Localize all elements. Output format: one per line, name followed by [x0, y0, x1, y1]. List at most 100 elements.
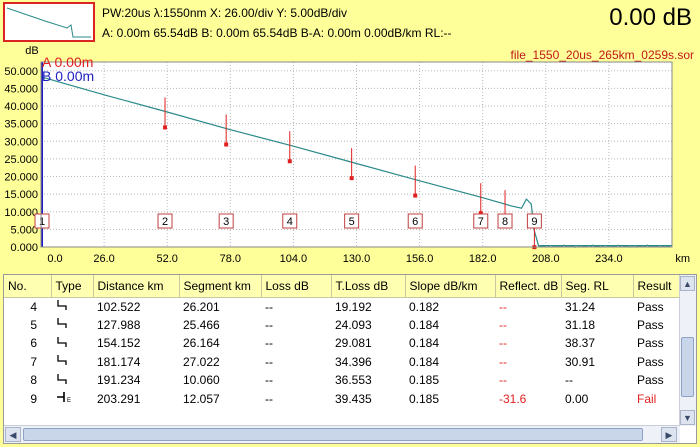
y-tick-label: 20.000	[4, 172, 38, 184]
cell-reflect: --	[499, 354, 507, 369]
column-header[interactable]: T.Loss dB	[331, 275, 406, 298]
cell-segment: 12.057	[183, 391, 220, 406]
file-name-label: file_1550_20us_265km_0259s.sor	[510, 48, 694, 62]
column-header[interactable]: No.	[4, 275, 52, 298]
column-header[interactable]: Slope dB/km	[405, 275, 496, 298]
cell-distance: 154.152	[97, 336, 141, 351]
cell-result: Pass	[637, 317, 664, 332]
cell-distance: 191.234	[97, 373, 141, 388]
event-number-box	[157, 213, 173, 229]
x-tick-label: 26.0	[93, 253, 114, 265]
cell-loss: --	[265, 299, 273, 314]
cell-segment: 26.201	[183, 299, 220, 314]
event-number-box	[218, 213, 234, 229]
cell-tloss: 24.093	[335, 317, 372, 332]
event-number-label: 9	[531, 216, 537, 228]
cell-result: Fail	[637, 391, 657, 406]
cell-loss: --	[265, 336, 273, 351]
plot-border	[40, 61, 673, 248]
cell-loss: --	[265, 391, 273, 406]
otdr-trace-chart[interactable]: 0.0 26.0 52.0 78.0 104.0 130.0 156.0 182.0 208.0…	[0, 42, 700, 267]
cell-segment: 26.164	[183, 336, 220, 351]
cell-tloss: 29.081	[335, 336, 372, 351]
cell-segrl: 0.00	[565, 391, 589, 406]
event-number-box	[473, 213, 489, 229]
cell-segment: 27.022	[183, 354, 220, 369]
y-tick-label: 30.000	[4, 136, 38, 148]
event-number-box	[526, 213, 542, 229]
cell-tloss: 34.396	[335, 354, 372, 369]
event-table-panel: No. Type Distance km Segment km Loss dB T.Los…	[3, 274, 697, 444]
x-tick-label: 208.0	[532, 253, 560, 265]
event-number-box	[344, 213, 360, 229]
svg-text:E: E	[67, 398, 71, 403]
event-table: No. Type Distance km Segment km Loss dB T.Los…	[4, 275, 681, 408]
marker-readout: A: 0.00m 65.54dB B: 0.00m 65.54dB B-A: 0…	[102, 26, 452, 40]
cell-segrl: 30.91	[565, 354, 596, 369]
horizontal-scroll-thumb[interactable]	[23, 428, 643, 441]
cell-tloss: 39.435	[335, 391, 372, 406]
column-header[interactable]: Segment km	[179, 275, 262, 298]
cell-segrl: --	[565, 373, 573, 388]
event-number-box	[34, 213, 50, 229]
table-row[interactable]: 4 102.522 26.201 -- 19.192 0.182 -- 31.24 Pass	[4, 297, 680, 316]
cell-segment: 25.466	[183, 317, 220, 332]
table-row[interactable]: 8 191.234 10.060 -- 36.553 0.185 -- -- Pass	[4, 371, 680, 390]
cell-reflect: --	[499, 299, 507, 314]
x-tick-label: 182.0	[469, 253, 497, 265]
table-row[interactable]: 6 154.152 26.164 -- 29.081 0.184 -- 38.37 Pass	[4, 334, 680, 353]
table-row[interactable]: 9 E 203.291 12.057 -- 39.435 0.185 -31.6 0.00 Fai…	[4, 390, 680, 409]
table-row[interactable]: 7 181.174 27.022 -- 34.396 0.184 -- 30.91 Pass	[4, 353, 680, 372]
event-marker-dot	[287, 159, 292, 164]
cell-no: 5	[30, 317, 37, 332]
column-header[interactable]: Result	[633, 275, 681, 298]
cell-loss: --	[265, 354, 273, 369]
x-tick-label: 130.0	[343, 253, 371, 265]
y-tick-label: 45.000	[4, 83, 38, 95]
cell-distance: 127.988	[97, 317, 141, 332]
scroll-down-arrow-icon[interactable]: ▼	[680, 410, 695, 425]
column-header[interactable]: Seg. RL	[561, 275, 634, 298]
event-number-label: 3	[223, 216, 229, 228]
y-tick-label: 50.000	[4, 66, 38, 78]
scroll-up-arrow-icon[interactable]: ▲	[680, 276, 695, 291]
column-header[interactable]: Type	[51, 275, 94, 298]
event-number-box	[497, 213, 513, 229]
y-tick-label: 25.000	[4, 154, 38, 166]
cell-distance: 181.174	[97, 354, 141, 369]
column-header[interactable]: Loss dB	[261, 275, 332, 298]
marker-a-label[interactable]: A 0.00m	[42, 54, 94, 70]
y-tick-label: 35.000	[4, 119, 38, 131]
marker-b-label[interactable]: B 0.00m	[42, 68, 95, 84]
event-number-label: 7	[478, 216, 484, 228]
event-marker-dot	[224, 142, 229, 147]
x-tick-label: 104.0	[280, 253, 308, 265]
scroll-left-arrow-icon[interactable]: ◀	[5, 427, 21, 442]
cell-slope: 0.182	[409, 299, 440, 314]
y-tick-label: 5.000	[10, 224, 38, 236]
table-header-row: No. Type Distance km Segment km Loss dB T.Los…	[4, 275, 681, 298]
horizontal-scrollbar[interactable]: ◀ ▶	[4, 425, 680, 443]
cell-no: 9	[30, 391, 37, 406]
overview-trace-icon	[6, 7, 91, 38]
y-tick-label: 0.000	[10, 242, 38, 254]
column-header[interactable]: Reflect. dB	[495, 275, 562, 298]
cell-segrl: 31.24	[565, 299, 596, 314]
event-marker-dot	[478, 211, 483, 216]
loss-readout: 0.00 dB	[609, 4, 692, 31]
end-event-icon: E	[51, 390, 93, 409]
step-event-icon	[51, 316, 93, 335]
trace-overview-thumbnail[interactable]	[3, 2, 95, 42]
cell-loss: --	[265, 317, 273, 332]
cell-reflect: --	[499, 373, 507, 388]
cell-result: Pass	[637, 373, 664, 388]
event-marker-dot	[349, 176, 354, 181]
vertical-scrollbar[interactable]: ▲ ▼	[679, 275, 696, 426]
cell-slope: 0.184	[409, 354, 440, 369]
vertical-scroll-thumb[interactable]	[681, 337, 694, 397]
scroll-right-arrow-icon[interactable]: ▶	[661, 427, 677, 442]
cell-no: 4	[30, 299, 37, 314]
column-header[interactable]: Distance km	[93, 275, 180, 298]
table-row[interactable]: 5 127.988 25.466 -- 24.093 0.184 -- 31.18 Pass	[4, 316, 680, 335]
cell-no: 7	[30, 354, 37, 369]
